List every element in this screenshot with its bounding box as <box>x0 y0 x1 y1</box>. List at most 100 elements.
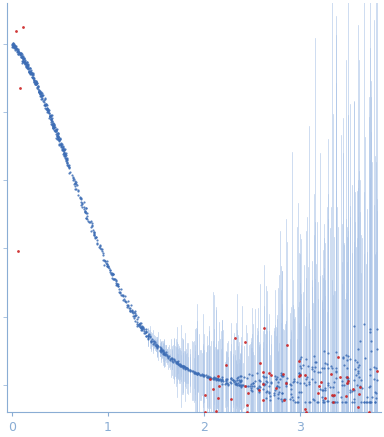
Point <box>34 83 40 90</box>
Point <box>61 147 67 154</box>
Point <box>210 385 217 392</box>
Point <box>22 58 28 65</box>
Point <box>111 276 118 283</box>
Point <box>60 147 66 154</box>
Point <box>367 399 373 406</box>
Point <box>25 66 31 73</box>
Point <box>321 399 327 406</box>
Point <box>41 96 48 103</box>
Point <box>230 377 237 384</box>
Point <box>105 263 111 270</box>
Point <box>45 105 51 112</box>
Point <box>341 382 348 389</box>
Point <box>52 127 58 134</box>
Point <box>59 146 65 153</box>
Point <box>222 377 228 384</box>
Point <box>306 399 312 406</box>
Point <box>15 50 21 57</box>
Point <box>124 303 131 310</box>
Point <box>92 233 98 240</box>
Point <box>25 61 31 68</box>
Point <box>134 321 141 328</box>
Point <box>99 246 105 253</box>
Point <box>223 379 230 386</box>
Point <box>113 277 119 284</box>
Point <box>366 399 372 406</box>
Point <box>296 369 302 376</box>
Point <box>327 384 333 391</box>
Point <box>43 106 50 113</box>
Point <box>126 305 132 312</box>
Point <box>249 382 255 389</box>
Point <box>32 79 38 86</box>
Point <box>55 130 61 137</box>
Point <box>352 366 358 373</box>
Point <box>145 333 151 340</box>
Point <box>57 135 63 142</box>
Point <box>276 384 282 391</box>
Point <box>344 356 350 363</box>
Point <box>227 378 233 385</box>
Point <box>40 96 46 103</box>
Point <box>233 375 240 382</box>
Point <box>79 201 85 208</box>
Point <box>347 387 353 394</box>
Point <box>29 73 35 80</box>
Point <box>331 391 337 398</box>
Point <box>38 96 44 103</box>
Point <box>54 132 60 139</box>
Point <box>153 342 159 349</box>
Point <box>158 346 164 353</box>
Point <box>59 140 65 147</box>
Point <box>78 198 84 205</box>
Point <box>202 392 208 399</box>
Point <box>136 320 142 327</box>
Point <box>36 87 42 94</box>
Point <box>207 373 213 380</box>
Point <box>271 390 277 397</box>
Point <box>325 379 331 386</box>
Point <box>17 50 23 57</box>
Point <box>154 343 160 350</box>
Point <box>298 365 304 372</box>
Point <box>159 348 165 355</box>
Point <box>143 329 149 336</box>
Point <box>320 396 326 403</box>
Point <box>167 355 173 362</box>
Point <box>33 79 39 86</box>
Point <box>206 374 212 381</box>
Point <box>18 52 25 59</box>
Point <box>48 117 54 124</box>
Point <box>124 301 130 308</box>
Point <box>22 59 28 66</box>
Point <box>15 47 21 54</box>
Point <box>88 217 94 224</box>
Point <box>104 263 111 270</box>
Point <box>345 375 351 382</box>
Point <box>169 357 175 364</box>
Point <box>23 63 30 70</box>
Point <box>139 324 145 331</box>
Point <box>179 362 185 369</box>
Point <box>138 324 144 331</box>
Point <box>105 262 111 269</box>
Point <box>94 237 101 244</box>
Point <box>107 268 113 275</box>
Point <box>235 380 241 387</box>
Point <box>223 361 229 368</box>
Point <box>142 325 149 332</box>
Point <box>51 121 57 128</box>
Point <box>147 333 153 340</box>
Point <box>303 382 309 388</box>
Point <box>139 323 145 330</box>
Point <box>184 364 190 371</box>
Point <box>122 298 128 305</box>
Point <box>194 370 200 377</box>
Point <box>15 47 22 54</box>
Point <box>310 376 316 383</box>
Point <box>131 313 137 320</box>
Point <box>239 381 245 388</box>
Point <box>41 101 48 108</box>
Point <box>33 80 39 87</box>
Point <box>11 41 17 48</box>
